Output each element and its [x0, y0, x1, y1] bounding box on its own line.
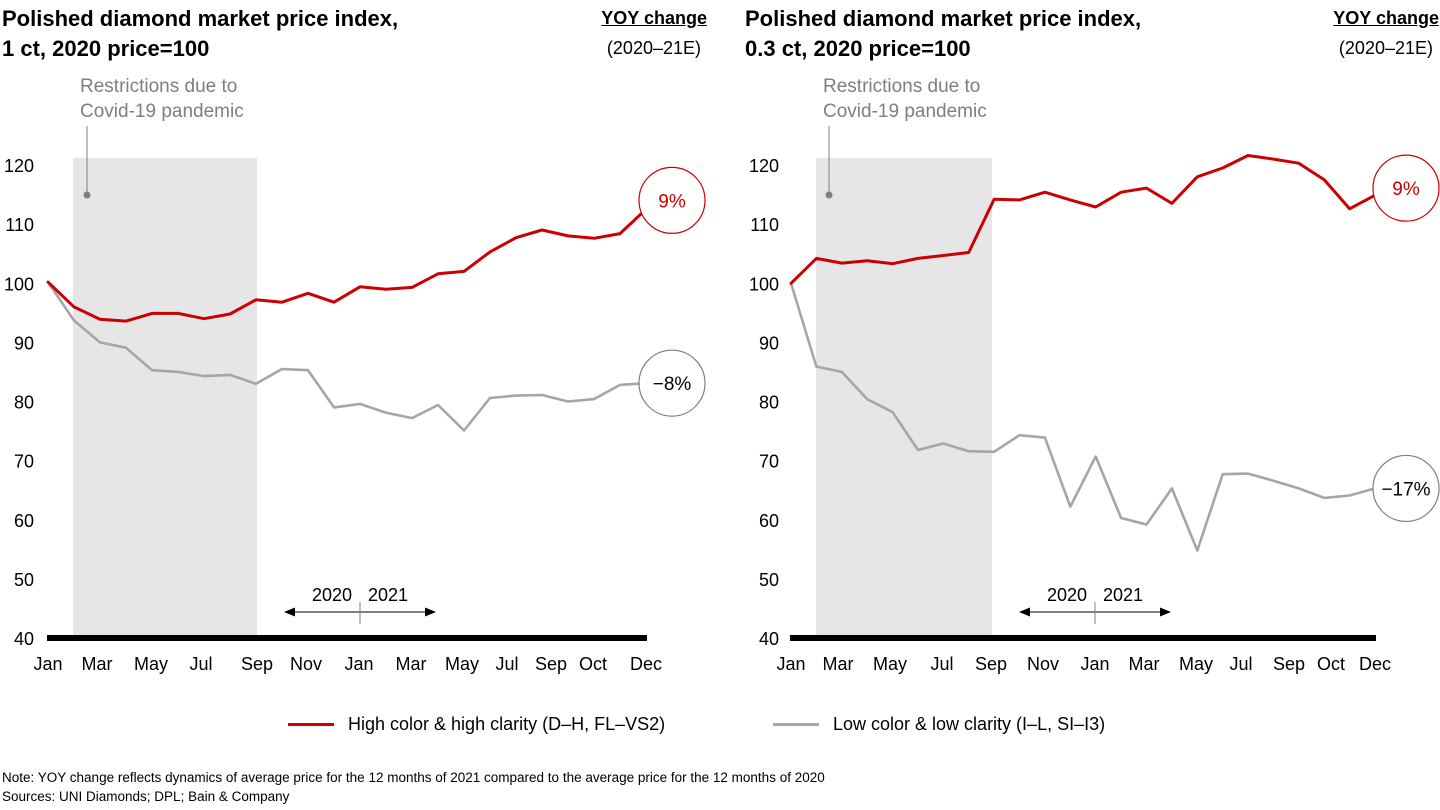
chart-2-series-low-line	[789, 281, 1377, 552]
chart-1-ytick-label: 60	[14, 511, 34, 531]
chart-2-xtick-label: Oct	[1317, 654, 1345, 674]
chart-1-x-axis	[47, 635, 647, 641]
chart-2-ytick-label: 100	[749, 274, 779, 294]
chart-2-ytick-label: 120	[749, 156, 779, 176]
chart-1-xtick-label: Jan	[344, 654, 373, 674]
chart-2-ytick-label: 60	[759, 511, 779, 531]
chart-1-year-arrow-right-head	[425, 607, 436, 617]
chart-1-xtick-label: Dec	[630, 654, 662, 674]
chart-2-year-left-label: 2020	[1047, 585, 1087, 605]
chart-1-ytick-label: 110	[5, 215, 34, 235]
chart-1-pandemic-annotation: Restrictions due to Covid-19 pandemic	[80, 76, 244, 122]
chart-2-ytick-label: 50	[759, 570, 779, 590]
legend-swatch-low	[773, 723, 819, 726]
chart-2-x-axis	[790, 635, 1376, 641]
chart-1-series-high-line	[46, 207, 648, 323]
chart-2-xtick-label: Sep	[975, 654, 1007, 674]
charts-canvas: 120 110 100 90 80 70 60 50 40 Jan Mar May Jul Sep Nov J…	[4, 126, 1440, 674]
chart-2-xtick-label: Jan	[776, 654, 805, 674]
chart-1-yoy-bubble-high	[638, 166, 706, 234]
chart-2-yoy-label: YOY change	[1333, 8, 1439, 28]
chart-2-year-right-label: 2021	[1103, 585, 1143, 605]
chart-1-xtick-label: Nov	[290, 654, 322, 674]
chart-1-pandemic-shade	[73, 158, 257, 638]
chart-1-yoy-label: YOY change	[601, 8, 707, 28]
chart-2-xtick-label: May	[873, 654, 907, 674]
chart-2-series-high-line	[789, 154, 1377, 285]
legend-label-high: High color & high clarity (D–H, FL–VS2)	[348, 714, 666, 734]
chart-2-ytick-label: 40	[759, 629, 779, 649]
chart-2-ytick-label: 90	[759, 333, 779, 353]
chart-2-yoy-value-low: −17%	[1381, 479, 1430, 500]
chart-2-pandemic-annotation: Restrictions due to Covid-19 pandemic	[823, 76, 987, 122]
chart-1-year-left-label: 2020	[312, 585, 352, 605]
chart-2-xtick-label: Jul	[1229, 654, 1252, 674]
chart-1-ytick-label: 100	[4, 274, 34, 294]
chart-1-xtick-label: Sep	[241, 654, 273, 674]
chart-2-xtick-label: Mar	[823, 654, 854, 674]
legend-swatch-high	[288, 723, 334, 726]
chart-2-xtick-label: May	[1179, 654, 1213, 674]
chart-2-ytick-label: 80	[759, 393, 779, 413]
chart-1-xtick-label: Jan	[33, 654, 62, 674]
chart-1-series-low-line	[46, 280, 648, 432]
chart-1-ytick-label: 90	[14, 333, 34, 353]
chart-2-yoy-value-high: 9%	[1392, 179, 1420, 200]
chart-1-xtick-label: Jul	[189, 654, 212, 674]
chart-2-xtick-label: Sep	[1273, 654, 1305, 674]
legend-item-high: High color & high clarity (D–H, FL–VS2)	[288, 714, 665, 735]
chart-1-ytick-label: 40	[14, 629, 34, 649]
footnote-note: Note: YOY change reflects dynamics of av…	[2, 770, 825, 785]
chart-1-xtick-label: May	[134, 654, 168, 674]
chart-2-year-arrow-left-head	[1019, 607, 1030, 617]
chart-2-xtick-label: Nov	[1027, 654, 1059, 674]
chart-1-yoy-value-low: −8%	[653, 374, 692, 395]
chart-1-ytick-label: 70	[14, 452, 34, 472]
chart-1-yoy-bubble-low	[638, 349, 706, 417]
chart-2-pandemic-pointer-dot	[825, 191, 833, 199]
chart-2-xtick-label: Jul	[930, 654, 953, 674]
chart-2-yoy-bubble-high	[1372, 154, 1440, 222]
chart-1-xtick-label: Sep	[535, 654, 567, 674]
footnote-sources: Sources: UNI Diamonds; DPL; Bain & Compa…	[2, 789, 290, 804]
chart-2-yoy-period: (2020–21E)	[1338, 38, 1433, 58]
chart-2-xtick-label: Mar	[1129, 654, 1160, 674]
chart-2-ytick-label: 70	[759, 452, 779, 472]
legend-label-low: Low color & low clarity (I–L, SI–I3)	[833, 714, 1106, 734]
chart-1-yoy-value-high: 9%	[658, 191, 686, 212]
chart-2-title: Polished diamond market price index, 0.3…	[745, 6, 1142, 61]
chart-2-xtick-label: Jan	[1080, 654, 1109, 674]
chart-2-yoy-bubble-low	[1372, 454, 1440, 523]
chart-1-yoy-period: (2020–21E)	[606, 38, 701, 58]
chart-1-xtick-label: Jul	[495, 654, 518, 674]
chart-2-ytick-label: 110	[750, 215, 779, 235]
chart-1-ytick-label: 50	[14, 570, 34, 590]
legend-item-low: Low color & low clarity (I–L, SI–I3)	[773, 714, 1105, 735]
chart-2-xtick-label: Dec	[1359, 654, 1391, 674]
chart-1-year-arrow-left-head	[284, 607, 295, 617]
chart-2-pandemic-shade	[816, 158, 992, 638]
chart-1-ytick-label: 120	[4, 156, 34, 176]
chart-1-pandemic-pointer-dot	[83, 191, 91, 199]
chart-1-xtick-label: Oct	[579, 654, 607, 674]
chart-1-year-right-label: 2021	[368, 585, 408, 605]
chart-1-xtick-label: Mar	[82, 654, 113, 674]
chart-1-xtick-label: May	[445, 654, 479, 674]
chart-2-year-arrow-right-head	[1160, 607, 1171, 617]
chart-1-xtick-label: Mar	[396, 654, 427, 674]
chart-1-title: Polished diamond market price index, 1 c…	[2, 6, 399, 61]
chart-1-ytick-label: 80	[14, 393, 34, 413]
